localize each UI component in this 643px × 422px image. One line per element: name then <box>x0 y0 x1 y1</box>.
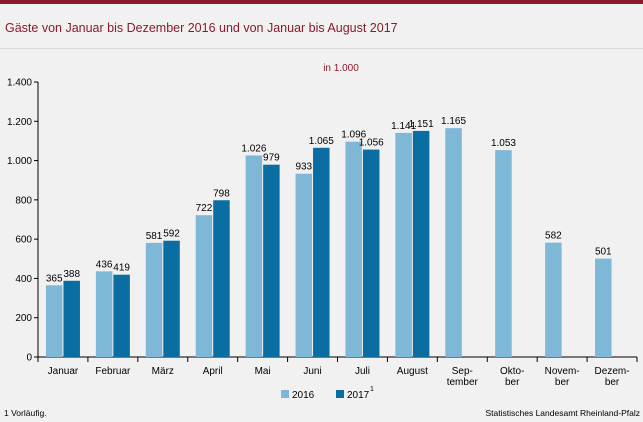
data-label-2016: 1.141 <box>391 121 416 132</box>
data-label-2017: 388 <box>63 269 80 280</box>
x-tick-label: Novem- <box>545 366 580 377</box>
data-label-2017: 592 <box>163 229 180 240</box>
y-tick-label: 1.000 <box>7 156 32 167</box>
data-label-2017: 979 <box>263 153 280 164</box>
data-label-2016: 1.053 <box>491 138 516 149</box>
data-label-2016: 501 <box>595 247 612 258</box>
data-label-2016: 436 <box>96 259 113 270</box>
legend-label-2017: 2017 <box>347 390 370 401</box>
bar-2017 <box>313 147 330 357</box>
bar-2017 <box>113 274 130 357</box>
x-tick-label: Mai <box>255 366 271 377</box>
data-label-2016: 581 <box>146 231 163 242</box>
bar-2016 <box>95 271 113 357</box>
x-tick-label: August <box>397 366 428 377</box>
x-tick-label: März <box>152 366 174 377</box>
data-label-2016: 1.026 <box>241 143 266 154</box>
y-tick-label: 400 <box>15 274 32 285</box>
unit-label: in 1.000 <box>323 63 359 74</box>
x-tick-label: Januar <box>48 366 79 377</box>
chart-header: Gäste von Januar bis Dezember 2016 und v… <box>0 4 643 49</box>
footnote: 1 Vorläufig. <box>4 408 47 418</box>
x-tick-label: ber <box>605 377 620 388</box>
data-label-2016: 365 <box>46 273 63 284</box>
bar-2016 <box>195 215 213 357</box>
x-tick-label: Februar <box>95 366 131 377</box>
bar-2016 <box>495 150 512 357</box>
data-label-2016: 1.096 <box>341 130 366 141</box>
x-tick-label: April <box>203 366 223 377</box>
y-tick-label: 200 <box>15 313 32 324</box>
legend-label-2016: 2016 <box>292 390 315 401</box>
y-tick-label: 1.200 <box>7 117 32 128</box>
data-label-2017: 798 <box>213 188 230 199</box>
data-label-2017: 419 <box>113 263 130 274</box>
data-label-2016: 582 <box>545 231 562 242</box>
top-accent-rule <box>0 0 643 4</box>
bar-2017 <box>362 149 380 357</box>
bar-2016 <box>445 128 462 357</box>
bar-2016 <box>545 242 562 357</box>
legend-swatch-2017 <box>336 390 344 398</box>
data-label-2016: 933 <box>295 162 312 173</box>
chart-title: Gäste von Januar bis Dezember 2016 und v… <box>5 21 398 35</box>
bar-2017 <box>412 130 430 357</box>
bar-2016 <box>345 141 362 357</box>
bar-2016 <box>45 285 63 357</box>
y-tick-label: 600 <box>15 235 32 246</box>
bar-2016 <box>395 132 412 357</box>
x-tick-label: ber <box>555 377 570 388</box>
legend-superscript: 1 <box>370 386 374 393</box>
data-label-2017: 1.151 <box>409 119 434 130</box>
bar-2016 <box>295 173 313 357</box>
data-label-2016: 722 <box>196 203 213 214</box>
bar-2017 <box>263 164 280 357</box>
data-label-2017: 1.056 <box>359 138 384 149</box>
bar-2016 <box>595 258 612 357</box>
y-tick-label: 1.400 <box>7 78 32 89</box>
data-label-2017: 1.065 <box>309 136 334 147</box>
x-tick-label: Sep- <box>452 366 473 377</box>
bar-2017 <box>63 280 80 357</box>
x-tick-label: ber <box>505 377 520 388</box>
y-tick-label: 800 <box>15 195 32 206</box>
y-tick-label: 0 <box>26 353 32 364</box>
x-tick-label: Juni <box>303 366 321 377</box>
bar-2016 <box>145 242 163 357</box>
bar-2017 <box>163 240 180 357</box>
bar-2017 <box>213 200 230 357</box>
x-tick-label: tember <box>447 377 479 388</box>
bar-2016 <box>245 155 263 357</box>
data-label-2016: 1.165 <box>441 116 466 127</box>
x-tick-label: Juli <box>355 366 370 377</box>
legend-swatch-2016 <box>281 390 289 398</box>
source-note: Statistisches Landesamt Rheinland-Pfalz <box>485 408 641 418</box>
x-tick-label: Okto- <box>500 366 524 377</box>
x-tick-label: Dezem- <box>595 366 630 377</box>
